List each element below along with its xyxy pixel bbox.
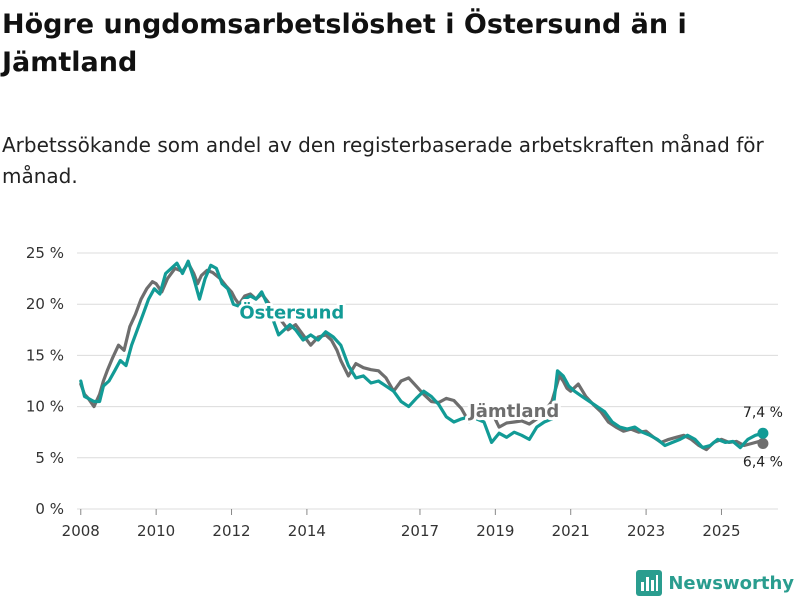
x-tick-label: 2012 xyxy=(212,522,250,540)
series-label: Jämtland xyxy=(467,401,559,422)
x-tick-label: 2014 xyxy=(288,522,326,540)
series-endpoint xyxy=(757,427,769,439)
series-end-label: 6,4 % xyxy=(743,454,783,470)
series-label-halo: Östersund xyxy=(239,302,344,324)
bar-chart-logo-icon xyxy=(636,570,663,596)
x-axis-ticks: 2008 2010 2012 2014 2017 2019 2021 2023 2025 xyxy=(62,509,741,540)
chart-subtitle: Arbetssökande som andel av den registerb… xyxy=(2,133,764,188)
series-end-label: 7,4 % xyxy=(743,405,783,421)
series-endpoint xyxy=(757,437,769,449)
x-tick-label: 2010 xyxy=(137,522,175,540)
y-tick-label: 10 % xyxy=(26,398,64,416)
series-label-halo: Jämtland xyxy=(467,401,559,422)
series-lines xyxy=(79,259,765,452)
grid-lines xyxy=(77,252,778,510)
series-labels: 6,4 %7,4 %JämtlandJämtlandÖstersundÖster… xyxy=(236,299,783,471)
y-tick-label: 15 % xyxy=(26,346,64,364)
newsworthy-logo-text: Newsworthy xyxy=(668,572,794,594)
x-tick-label: 2019 xyxy=(476,522,514,540)
series-label: Östersund xyxy=(239,302,344,324)
x-tick-label: 2017 xyxy=(401,522,439,540)
series-line-stersund xyxy=(79,259,765,450)
series-line-jmtland xyxy=(79,261,765,452)
x-tick-label: 2021 xyxy=(552,522,590,540)
chart-title: Högre ungdomsarbetslöshet i Östersund än… xyxy=(2,9,687,78)
y-tick-label: 0 % xyxy=(35,500,64,518)
x-tick-label: 2023 xyxy=(627,522,665,540)
y-tick-label: 25 % xyxy=(26,244,64,262)
newsworthy-logo: Newsworthy xyxy=(636,568,794,598)
y-tick-label: 5 % xyxy=(35,449,64,467)
x-tick-label: 2008 xyxy=(62,522,100,540)
y-axis-ticks: 0 % 5 % 10 % 15 % 20 % 25 % xyxy=(26,244,64,518)
y-tick-label: 20 % xyxy=(26,295,64,313)
x-tick-label: 2025 xyxy=(702,522,740,540)
